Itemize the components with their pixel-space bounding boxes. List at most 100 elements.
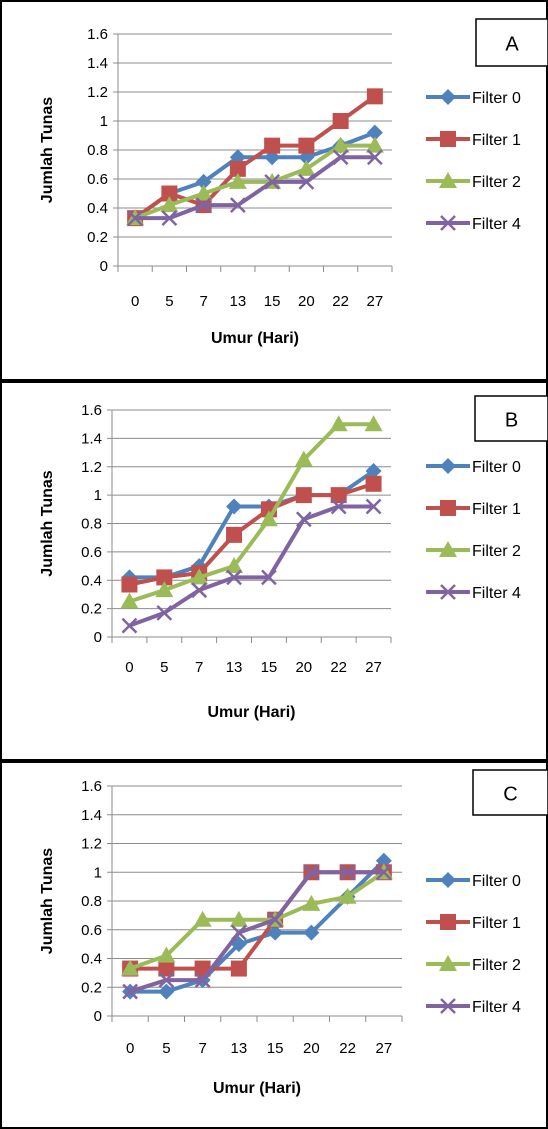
legend-marker <box>439 541 457 557</box>
series-line <box>129 870 385 971</box>
y-tick-label: 0.2 <box>81 601 102 618</box>
legend-item: Filter 4 <box>426 215 521 233</box>
x-tick-label: 15 <box>261 659 278 676</box>
data-point <box>329 415 348 432</box>
x-axis-title: Umur (Hari) <box>211 330 299 347</box>
y-tick-label: 0.8 <box>87 142 108 159</box>
data-point <box>127 210 144 227</box>
legend: Filter 0 Filter 1 Filter 2 Filter 4 <box>426 458 521 602</box>
panel-label-box: B <box>474 395 548 442</box>
y-tick-label: 0.4 <box>81 951 102 968</box>
data-point <box>120 592 139 609</box>
y-tick-label: 0.4 <box>87 200 108 217</box>
legend-label: Filter 0 <box>472 459 521 476</box>
legend-item: Filter 2 <box>426 541 521 560</box>
chart-panel-c: 0 0.2 0.4 0.6 0.8 1 1.2 1.4 1.6 0 5 7 13 15 20 22 27 Umur… <box>39 769 548 1097</box>
data-point <box>228 172 247 189</box>
y-tick-label: 0 <box>94 629 102 646</box>
legend-label: Filter 1 <box>472 501 521 518</box>
legend-marker <box>440 89 456 105</box>
y-tick-label: 0.2 <box>81 979 102 996</box>
series-filter-4 <box>121 498 382 634</box>
x-tick-label: 27 <box>376 1040 393 1057</box>
data-point <box>303 924 320 941</box>
data-point <box>158 983 175 1000</box>
series-filter-2 <box>120 415 383 609</box>
data-point <box>298 137 315 154</box>
x-tick-label: 15 <box>267 1040 284 1057</box>
data-point <box>161 210 178 227</box>
x-tick-label: 0 <box>131 293 139 310</box>
legend-item: Filter 4 <box>426 998 521 1016</box>
data-point <box>295 511 312 528</box>
x-tick-label: 7 <box>198 1040 206 1057</box>
x-tick-label: 0 <box>126 1040 134 1057</box>
y-tick-label: 0 <box>100 258 108 275</box>
legend-marker <box>440 215 456 231</box>
x-tick-label: 27 <box>365 659 382 676</box>
chart-panel-a: 0 0.2 0.4 0.6 0.8 1 1.2 1.4 1.6 0 5 7 13 15 20 22 27 Umur… <box>39 18 548 347</box>
data-point <box>267 911 284 928</box>
panel-label: A <box>505 34 519 56</box>
data-point <box>261 569 277 586</box>
data-point <box>259 510 278 527</box>
data-point <box>122 983 139 1000</box>
data-point <box>297 159 316 176</box>
y-tick-label: 0.6 <box>81 544 102 561</box>
x-tick-label: 13 <box>226 659 243 676</box>
series-filter-2 <box>126 136 384 226</box>
y-tick-label: 1 <box>100 113 108 130</box>
y-tick-label: 1.6 <box>81 778 102 795</box>
panel-label-box: A <box>475 18 548 67</box>
legend-item: Filter 1 <box>426 131 521 149</box>
data-point <box>303 864 320 881</box>
series-filter-1 <box>121 475 382 593</box>
data-point <box>156 604 173 621</box>
data-point <box>225 557 244 574</box>
x-tick-label: 5 <box>160 659 168 676</box>
y-tick-label: 0.4 <box>81 572 102 589</box>
data-point <box>158 960 175 977</box>
data-point <box>226 498 243 515</box>
legend-item: Filter 0 <box>426 872 521 890</box>
y-tick-label: 1.2 <box>81 836 102 853</box>
y-tick-label: 0.2 <box>87 229 108 246</box>
panel-label: B <box>505 410 518 432</box>
data-point <box>331 136 350 153</box>
legend-item: Filter 1 <box>426 914 521 932</box>
data-point <box>295 487 312 504</box>
x-tick-label: 27 <box>367 293 384 310</box>
data-point <box>195 197 212 213</box>
y-axis-title: Jumlah Tunas <box>39 470 56 576</box>
series-filter-4 <box>122 864 392 1000</box>
legend-item: Filter 2 <box>426 172 521 191</box>
data-point <box>330 487 347 504</box>
x-tick-label: 22 <box>332 293 349 310</box>
data-point <box>229 197 246 213</box>
x-tick-label: 22 <box>330 659 347 676</box>
data-point <box>365 498 382 515</box>
data-point <box>264 174 281 190</box>
legend-label: Filter 4 <box>472 999 521 1016</box>
data-point <box>158 972 175 988</box>
legend-marker <box>440 500 456 516</box>
data-point <box>330 498 347 515</box>
data-point <box>338 887 357 904</box>
data-point <box>264 137 281 154</box>
y-tick-label: 1.6 <box>81 402 102 419</box>
data-point <box>121 617 138 634</box>
legend-item: Filter 0 <box>426 458 521 476</box>
y-axis-title: Jumlah Tunas <box>39 848 56 954</box>
x-tick-label: 7 <box>195 659 203 676</box>
legend-label: Filter 4 <box>472 216 521 233</box>
legend: Filter 0 Filter 1 Filter 2 Filter 4 <box>426 89 521 233</box>
x-tick-label: 20 <box>295 659 312 676</box>
data-point <box>121 576 138 593</box>
y-tick-label: 0.8 <box>81 516 102 533</box>
y-axis-title: Jumlah Tunas <box>39 97 56 203</box>
y-tick-label: 1.4 <box>81 430 102 447</box>
legend-marker <box>440 998 456 1014</box>
data-point <box>160 196 179 213</box>
